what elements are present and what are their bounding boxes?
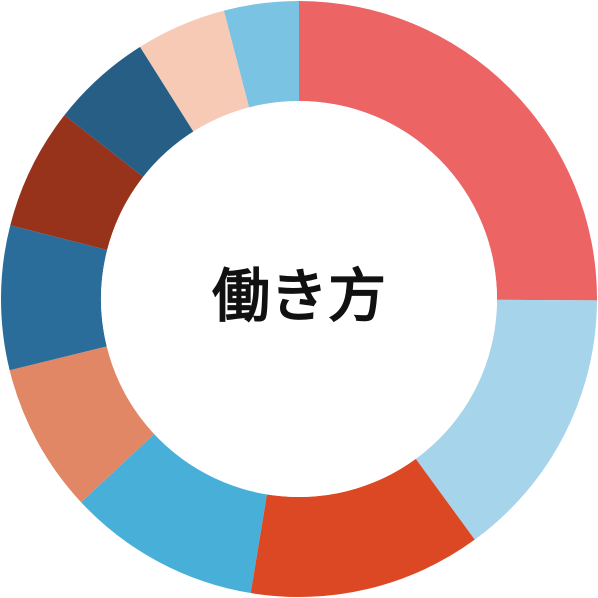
center-label: 働き方	[212, 262, 386, 330]
donut-slice-10	[223, 1, 299, 108]
donut-slice-1	[299, 1, 597, 301]
donut-slice-7	[10, 115, 144, 250]
donut-slice-6	[1, 225, 108, 371]
donut-slice-2	[415, 299, 597, 540]
donut-slice-3	[250, 458, 475, 597]
donut-slice-5	[9, 346, 155, 503]
donut-slice-4	[81, 434, 267, 594]
donut-slice-8	[64, 46, 194, 177]
donut-hole	[101, 101, 497, 497]
donut-slice-9	[140, 10, 250, 132]
